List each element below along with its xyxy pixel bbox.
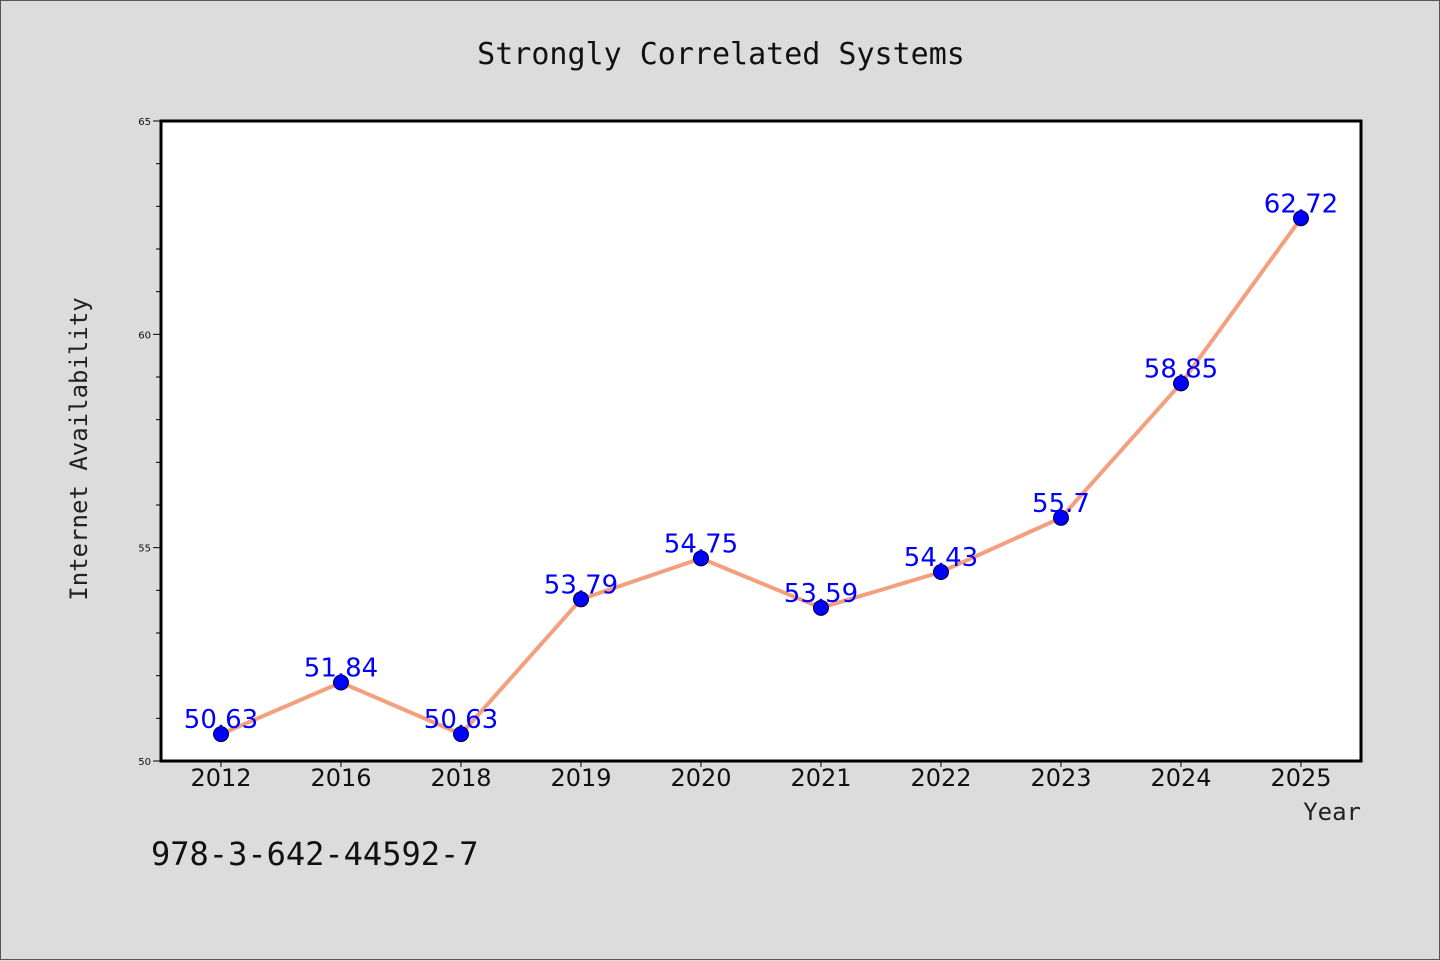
data-point bbox=[933, 563, 949, 580]
x-tick-label: 2023 bbox=[1030, 764, 1091, 792]
data-label: 53.59 bbox=[784, 579, 858, 609]
data-point bbox=[1053, 509, 1069, 526]
y-tick-label: 55 bbox=[138, 544, 151, 555]
y-tick-label: 65 bbox=[138, 117, 151, 128]
data-labels: 50.63 51.84 50.63 53.79 54.75 53.59 54.43 55.7 5… bbox=[184, 189, 1338, 735]
data-label: 54.43 bbox=[904, 543, 978, 573]
data-point bbox=[813, 599, 829, 616]
data-point bbox=[453, 726, 469, 743]
x-tick-label: 2024 bbox=[1150, 764, 1211, 792]
data-label: 54.75 bbox=[664, 529, 738, 559]
data-label: 50.63 bbox=[424, 705, 498, 735]
x-tick-label: 2012 bbox=[190, 764, 251, 792]
data-point bbox=[213, 726, 229, 743]
x-axis-title: Year bbox=[1303, 798, 1361, 826]
data-point bbox=[333, 674, 349, 691]
data-point bbox=[1293, 210, 1309, 227]
series-group bbox=[213, 210, 1309, 743]
series-line bbox=[219, 216, 1303, 737]
x-tick-label: 2022 bbox=[910, 764, 971, 792]
x-tick-label: 2025 bbox=[1270, 764, 1331, 792]
data-label: 53.79 bbox=[544, 570, 618, 600]
x-axis-ticks: 2012 2016 2018 2019 2020 2021 2022 2023 2024 2025 bbox=[190, 761, 1332, 792]
chart-title: Strongly Correlated Systems bbox=[477, 37, 965, 72]
data-label: 62.72 bbox=[1264, 189, 1338, 219]
plot-area bbox=[159, 119, 1363, 763]
data-label: 51.84 bbox=[304, 653, 378, 683]
data-point bbox=[1173, 375, 1189, 392]
x-tick-label: 2020 bbox=[670, 764, 731, 792]
x-tick-label: 2016 bbox=[310, 764, 371, 792]
data-label: 50.63 bbox=[184, 705, 258, 735]
y-tick-label: 50 bbox=[138, 757, 151, 768]
y-axis-title: Internet Availability bbox=[65, 297, 93, 600]
y-tick-label: 60 bbox=[138, 330, 151, 341]
x-tick-label: 2021 bbox=[790, 764, 851, 792]
data-point bbox=[693, 550, 709, 567]
isbn-text: 978-3-642-44592-7 bbox=[151, 835, 479, 873]
x-tick-label: 2019 bbox=[550, 764, 611, 792]
data-point bbox=[573, 591, 589, 608]
y-axis-ticks: 50 55 60 65 bbox=[138, 117, 161, 768]
data-label: 58.85 bbox=[1144, 354, 1218, 384]
x-tick-label: 2018 bbox=[430, 764, 491, 792]
data-label: 55.7 bbox=[1032, 489, 1090, 519]
